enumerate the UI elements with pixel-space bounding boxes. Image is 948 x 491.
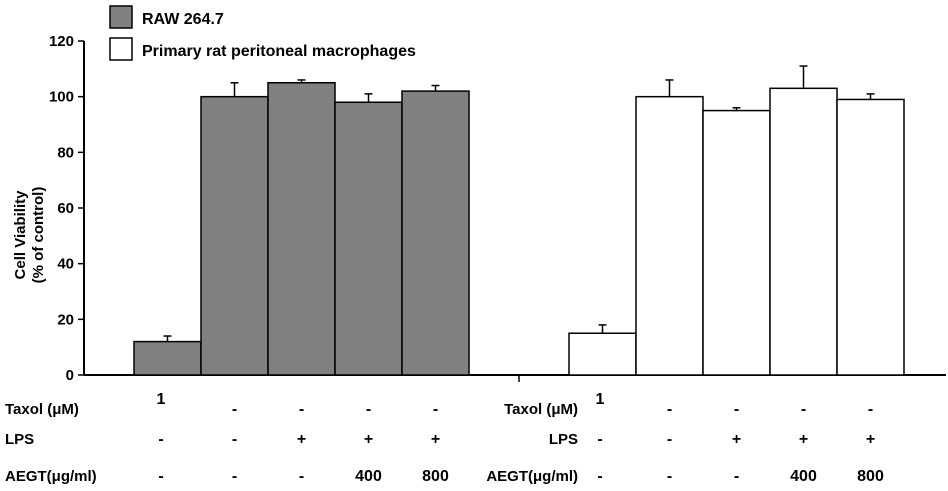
y-axis-label-line2: (% of control) (30, 187, 47, 284)
y-tick-label: 100 (49, 89, 74, 106)
y-tick-label: 40 (57, 256, 74, 273)
condition-value: - (597, 431, 602, 448)
y-tick-label: 60 (57, 200, 74, 217)
condition-value: - (232, 431, 237, 448)
bar (334, 101, 403, 376)
y-axis-ticks: 0 20 40 60 80 100 120 (49, 33, 84, 384)
condition-label: Taxol (μM) (504, 401, 578, 418)
bar (836, 98, 905, 376)
condition-value: - (801, 401, 806, 418)
condition-value: 1 (596, 391, 605, 408)
condition-value: 800 (422, 468, 449, 485)
y-tick-label: 0 (66, 367, 74, 384)
condition-value: 800 (857, 468, 884, 485)
condition-label: AEGT(μg/ml) (486, 468, 578, 485)
condition-value: + (732, 431, 741, 448)
condition-value: + (431, 431, 440, 448)
bar (200, 95, 269, 376)
legend-label-primary: Primary rat peritoneal macrophages (142, 43, 416, 60)
condition-value: + (297, 431, 306, 448)
condition-value: + (799, 431, 808, 448)
bar (401, 90, 470, 376)
condition-value: - (667, 401, 672, 418)
condition-value: - (597, 468, 602, 485)
bar (769, 87, 838, 376)
legend-swatch-primary (109, 37, 133, 61)
condition-value: - (667, 431, 672, 448)
y-tick-label: 20 (57, 311, 74, 328)
condition-value: - (734, 401, 739, 418)
legend: RAW 264.7 Primary rat peritoneal macroph… (109, 5, 416, 61)
condition-value: - (366, 401, 371, 418)
y-tick-label: 120 (49, 33, 74, 50)
condition-value: 1 (157, 391, 166, 408)
condition-value: - (158, 431, 163, 448)
condition-label: AEGT(μg/ml) (5, 468, 97, 485)
condition-table: Taxol (μM) Taxol (μM) 1 - - - - 1 - - - - LPS LPS - - + +… (5, 391, 884, 485)
legend-label-raw264: RAW 264.7 (142, 11, 224, 28)
condition-label: LPS (5, 431, 34, 448)
condition-value: - (433, 401, 438, 418)
condition-label: LPS (549, 431, 578, 448)
condition-value: - (299, 468, 304, 485)
bar (568, 332, 637, 376)
y-axis-label: Cell Viability (% of control) (12, 187, 47, 284)
bar (133, 340, 202, 376)
condition-value: - (232, 468, 237, 485)
condition-value: - (667, 468, 672, 485)
condition-value: + (866, 431, 875, 448)
condition-value: + (364, 431, 373, 448)
legend-swatch-raw264 (109, 5, 133, 29)
bar (267, 82, 336, 376)
condition-value: 400 (790, 468, 817, 485)
y-axis-label-line1: Cell Viability (12, 190, 29, 280)
condition-label: Taxol (μM) (5, 401, 79, 418)
bar (635, 95, 704, 376)
y-tick-label: 80 (57, 144, 74, 161)
condition-value: 400 (355, 468, 382, 485)
condition-value: - (299, 401, 304, 418)
condition-value: - (868, 401, 873, 418)
bars (133, 65, 905, 376)
bar (702, 109, 771, 376)
condition-value: - (734, 468, 739, 485)
condition-value: - (158, 468, 163, 485)
condition-value: - (232, 401, 237, 418)
